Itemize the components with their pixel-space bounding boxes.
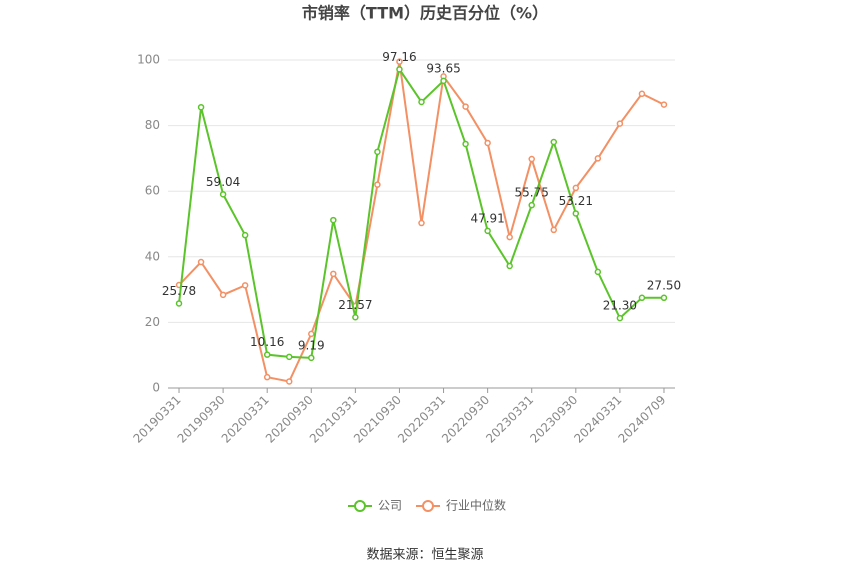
- y-tick-label: 80: [145, 118, 160, 132]
- data-point: [219, 191, 227, 198]
- data-point: [638, 294, 646, 302]
- data-label: 21.30: [603, 299, 637, 313]
- data-point: [506, 233, 513, 241]
- data-point: [484, 227, 491, 235]
- data-point: [506, 262, 513, 270]
- data-label: 97.16: [382, 50, 416, 64]
- data-label: 93.65: [426, 61, 460, 75]
- data-point: [374, 148, 381, 156]
- source-note: 数据来源：恒生聚源: [366, 548, 483, 563]
- data-point: [572, 184, 580, 192]
- data-point: [660, 101, 668, 108]
- data-point: [528, 201, 535, 209]
- data-label: 55.75: [515, 186, 549, 200]
- data-point: [550, 138, 558, 146]
- data-label: 10.16: [250, 335, 284, 349]
- y-tick-label: 0: [152, 381, 160, 395]
- data-point: [263, 351, 271, 358]
- x-tick-label: 20240709: [615, 393, 668, 446]
- data-point: [197, 258, 205, 266]
- data-point: [396, 66, 403, 73]
- data-label: 21.57: [338, 298, 372, 312]
- data-point: [462, 140, 469, 148]
- data-point: [197, 103, 205, 111]
- data-point: [285, 353, 293, 361]
- data-point: [330, 216, 337, 224]
- data-point: [484, 139, 491, 147]
- data-label: 27.50: [647, 278, 681, 292]
- legend-label: 公司: [378, 499, 402, 513]
- data-point: [660, 294, 668, 302]
- y-tick-label: 60: [145, 184, 160, 198]
- data-point: [374, 181, 381, 188]
- data-point: [418, 219, 425, 227]
- data-label: 25.78: [162, 284, 196, 298]
- y-tick-label: 20: [145, 315, 160, 329]
- legend-label: 行业中位数: [446, 498, 506, 513]
- data-point: [285, 378, 293, 385]
- data-point: [175, 300, 183, 307]
- data-point: [241, 282, 249, 289]
- data-point: [308, 354, 315, 362]
- y-tick-label: 40: [145, 249, 160, 263]
- data-label: 47.91: [470, 211, 504, 225]
- data-point: [352, 314, 359, 321]
- data-point: [594, 268, 602, 276]
- data-point: [616, 120, 624, 127]
- data-point: [418, 98, 425, 106]
- data-point: [616, 314, 624, 322]
- data-point: [462, 103, 469, 110]
- data-label: 9.19: [298, 338, 325, 352]
- legend-marker: [422, 500, 434, 512]
- data-label: 59.04: [206, 175, 240, 189]
- data-point: [572, 210, 580, 217]
- data-point: [528, 155, 535, 163]
- data-point: [594, 155, 602, 162]
- data-point: [330, 270, 337, 278]
- data-point: [263, 373, 271, 381]
- chart-title: 市销率（TTM）历史百分位（%）: [302, 4, 548, 23]
- data-point: [241, 231, 249, 239]
- y-tick-label: 100: [137, 53, 160, 67]
- data-point: [550, 226, 558, 234]
- data-point: [308, 330, 315, 338]
- data-point: [396, 58, 403, 65]
- legend-marker: [354, 500, 366, 512]
- data-point: [440, 77, 447, 85]
- data-point: [219, 291, 227, 299]
- data-label: 53.21: [559, 194, 593, 208]
- data-point: [638, 90, 646, 98]
